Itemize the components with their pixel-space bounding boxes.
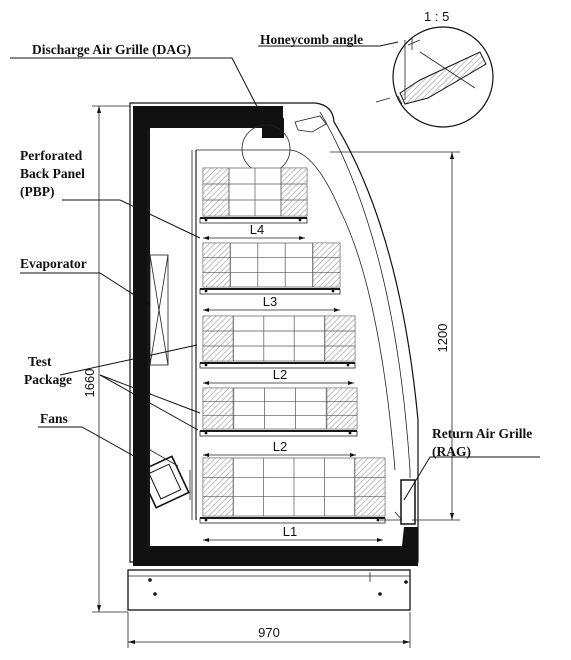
test-package-block: [202, 167, 308, 217]
label-fans: Fans: [40, 411, 68, 426]
m-package: [202, 167, 230, 217]
shelf-l2-upper: [199, 362, 356, 369]
shelf-l1: [199, 517, 386, 524]
discharge-air-grille: [262, 118, 284, 138]
honeycomb-detail: [375, 26, 494, 128]
test-package-block: [202, 457, 386, 517]
dimension-1660: 1660: [82, 369, 97, 398]
cabinet-base: [127, 569, 411, 611]
m-package: [202, 387, 234, 430]
shelf-l2-lower: [199, 430, 358, 437]
leader-lines: [10, 41, 540, 501]
m-package: [324, 315, 356, 362]
shelf-label-l4: L4: [250, 222, 264, 237]
shelf-l4: [199, 217, 308, 224]
dimension-1200: 1200: [435, 324, 450, 353]
label-pbp-line2: Back Panel: [20, 166, 85, 181]
label-test-line2: Package: [24, 372, 72, 387]
evaporator: [149, 254, 169, 366]
m-package: [202, 457, 234, 517]
m-package: [280, 167, 308, 217]
m-package: [326, 387, 358, 430]
test-package-block: [202, 315, 356, 362]
label-honeycomb-angle: Honeycomb angle: [260, 32, 363, 47]
label-rag-line1: Return Air Grille: [432, 426, 532, 441]
m-package: [354, 457, 386, 517]
label-evaporator: Evaporator: [20, 256, 87, 271]
fans: [138, 449, 191, 509]
dimension-970: 970: [258, 625, 280, 640]
label-scale: 1 : 5: [424, 9, 449, 24]
m-package: [202, 315, 234, 362]
return-air-grille: [400, 479, 416, 525]
test-package-block: [202, 387, 358, 430]
dimension-lines: [92, 105, 460, 648]
m-package: [202, 242, 231, 288]
label-pbp-line3: (PBP): [20, 184, 55, 199]
test-packages: [202, 167, 386, 517]
shelf-label-l2-lower: L2: [273, 439, 287, 454]
text-labels: Discharge Air Grille (DAG) Honeycomb ang…: [20, 9, 532, 640]
shelf-label-l2-upper: L2: [273, 367, 287, 382]
cabinet-body: [127, 102, 419, 611]
shelf-label-l1: L1: [283, 524, 297, 539]
shelf-l3: [199, 288, 341, 295]
m-package: [312, 242, 341, 288]
label-test-line1: Test: [28, 354, 52, 369]
label-discharge-air-grille: Discharge Air Grille (DAG): [32, 42, 191, 57]
label-pbp-line1: Perforated: [20, 148, 83, 163]
label-rag-line2: (RAG): [432, 444, 471, 459]
test-package-block: [202, 242, 341, 288]
shelf-label-l3: L3: [263, 294, 277, 309]
